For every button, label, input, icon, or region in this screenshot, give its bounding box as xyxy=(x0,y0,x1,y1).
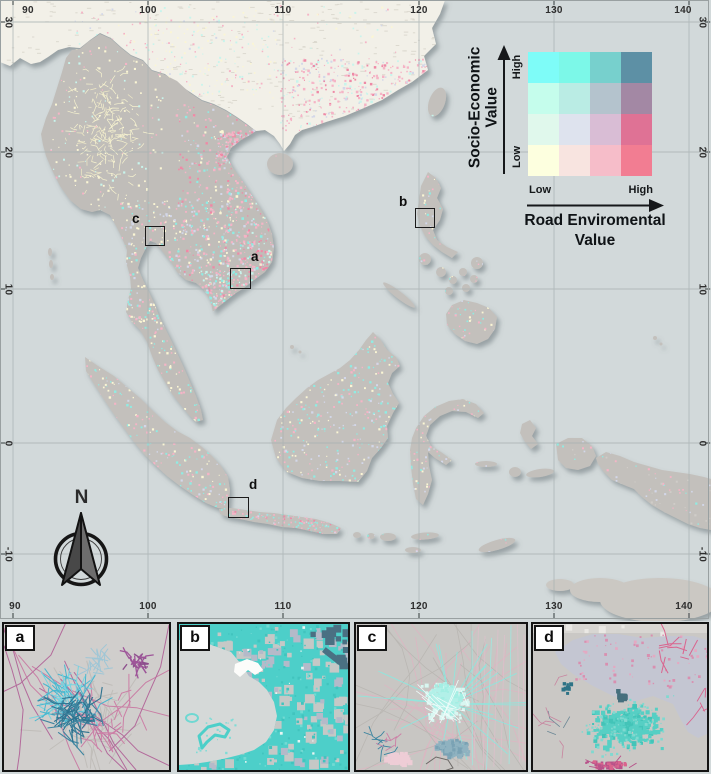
legend-x-high-label: High xyxy=(628,184,653,196)
lon-label-top-140: 140 xyxy=(674,5,692,16)
legend-x-title-line1: Road Enviromental xyxy=(524,212,666,229)
legend-cell-r1c3 xyxy=(621,83,652,114)
inset-panel-b: b xyxy=(177,622,350,772)
lon-label-top-90: 90 xyxy=(22,5,34,16)
legend-y-low-label: Low xyxy=(511,146,523,168)
lon-label-top-120: 120 xyxy=(410,5,428,16)
legend-y-title-line1: Socio-Economic xyxy=(466,46,484,169)
legend-cell-r2c2 xyxy=(590,114,621,145)
lat-label-left-10: 10 xyxy=(2,283,14,296)
inset-marker-label-b: b xyxy=(399,194,408,209)
legend-cell-r0c0 xyxy=(528,52,559,83)
axis-ticks xyxy=(0,0,710,619)
lon-label-top-110: 110 xyxy=(274,5,292,16)
inset-panel-d: d xyxy=(531,622,709,772)
inset-panel-tag-c: c xyxy=(357,625,387,651)
legend-cell-r1c2 xyxy=(590,83,621,114)
inset-marker-box-b xyxy=(415,208,435,228)
lon-label-bottom-130: 130 xyxy=(545,601,563,612)
inset-panel-tag-a: a xyxy=(5,625,35,651)
bivariate-legend: Socio-Economic Value High Low Low High Ro… xyxy=(0,0,711,262)
legend-cell-r3c1 xyxy=(559,145,590,176)
inset-marker-label-d: d xyxy=(249,477,258,492)
inset-marker-box-a xyxy=(230,268,251,289)
lon-label-bottom-120: 120 xyxy=(410,601,428,612)
inset-panel-art-c xyxy=(356,624,526,770)
inset-panel-c: c xyxy=(354,622,528,772)
legend-cell-r0c3 xyxy=(621,52,652,83)
lon-label-bottom-110: 110 xyxy=(274,601,292,612)
compass-n-label: N xyxy=(74,487,90,508)
inset-marker-box-d xyxy=(228,497,249,518)
inset-panel-tag-d: d xyxy=(534,625,564,651)
inset-marker-label-c: c xyxy=(132,211,140,226)
legend-cell-r1c0 xyxy=(528,83,559,114)
lat-label-right--10: -10 xyxy=(696,546,708,563)
bivariate-color-matrix xyxy=(528,52,652,176)
lon-label-top-100: 100 xyxy=(139,5,157,16)
legend-cell-r3c2 xyxy=(590,145,621,176)
legend-cell-r3c3 xyxy=(621,145,652,176)
legend-y-arrow-icon xyxy=(497,45,511,174)
lon-label-bottom-140: 140 xyxy=(675,601,693,612)
legend-cell-r1c1 xyxy=(559,83,590,114)
lat-label-right-0: 0 xyxy=(696,440,708,447)
inset-marker-label-a: a xyxy=(251,249,259,264)
lat-label-left--10: -10 xyxy=(2,546,14,563)
graticule-lines xyxy=(0,0,711,612)
lat-label-right-10: 10 xyxy=(696,283,708,296)
lon-label-bottom-90: 90 xyxy=(9,601,21,612)
lat-label-left-0: 0 xyxy=(2,440,14,447)
compass-north-arrow: N xyxy=(42,487,122,601)
legend-cell-r2c1 xyxy=(559,114,590,145)
lon-label-top-130: 130 xyxy=(545,5,563,16)
legend-cell-r2c0 xyxy=(528,114,559,145)
inset-panel-tag-b: b xyxy=(180,625,210,651)
legend-cell-r0c2 xyxy=(590,52,621,83)
legend-x-low-label: Low xyxy=(529,184,551,196)
legend-cell-r3c0 xyxy=(528,145,559,176)
legend-y-high-label: High xyxy=(511,54,523,80)
inset-panel-a: a xyxy=(2,622,171,772)
legend-x-title-line2: Value xyxy=(574,231,616,249)
inset-marker-box-c xyxy=(145,226,165,246)
legend-x-axis-title: Road Enviromental Value xyxy=(498,211,692,251)
legend-x-arrow-icon xyxy=(527,199,664,212)
lon-label-bottom-100: 100 xyxy=(139,601,157,612)
map-frame xyxy=(0,0,709,619)
legend-cell-r2c3 xyxy=(621,114,652,145)
north-arrow-icon xyxy=(53,512,109,587)
legend-cell-r0c1 xyxy=(559,52,590,83)
